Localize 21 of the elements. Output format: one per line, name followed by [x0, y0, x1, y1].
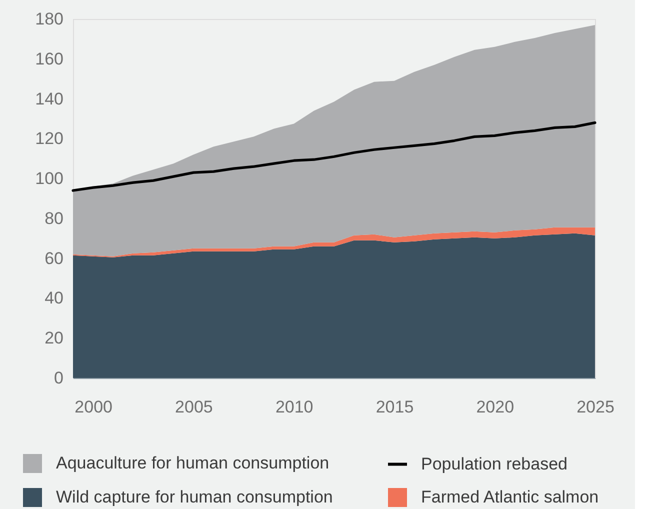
legend-label: Farmed Atlantic salmon [421, 488, 599, 506]
x-tick-label: 2020 [476, 398, 514, 416]
legend-label: Aquaculture for human consumption [56, 454, 330, 472]
legend-label: Population rebased [421, 454, 568, 474]
x-tick-label: 2000 [74, 398, 112, 416]
x-tick-label: 2010 [275, 398, 314, 416]
y-tick-label: 160 [35, 49, 64, 68]
y-tick-label: 100 [35, 169, 64, 188]
x-tick-label: 2025 [576, 398, 614, 416]
x-tick-label: 2005 [175, 398, 213, 416]
line-series [72, 121, 596, 192]
y-tick-label: 20 [44, 328, 64, 348]
x-tick-label: 2015 [376, 398, 414, 416]
y-tick-label: 60 [44, 248, 64, 268]
y-tick-label: 180 [35, 10, 64, 28]
y-tick-label: 0 [54, 368, 64, 388]
y-tick-label: 80 [44, 208, 64, 228]
y-tick-label: 120 [35, 129, 64, 148]
y-tick-label: 40 [44, 288, 64, 308]
y-tick-label: 140 [35, 89, 64, 108]
legend-label: Wild capture for human consumption [56, 488, 333, 506]
